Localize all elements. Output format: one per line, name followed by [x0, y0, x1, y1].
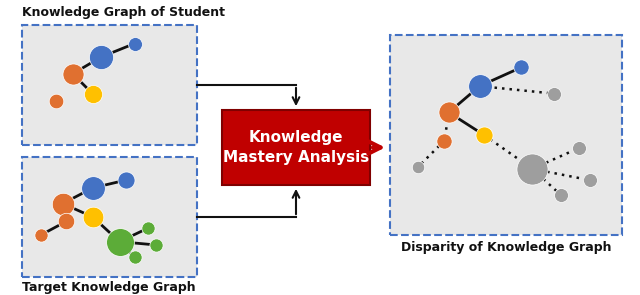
FancyBboxPatch shape: [22, 25, 197, 145]
Point: [151, 243, 161, 248]
Point: [549, 91, 559, 96]
Point: [527, 166, 538, 171]
Text: Target Knowledge Graph: Target Knowledge Graph: [22, 281, 196, 294]
Point: [88, 215, 98, 219]
FancyBboxPatch shape: [390, 35, 622, 235]
Point: [88, 186, 98, 190]
Point: [474, 84, 484, 88]
Point: [129, 255, 140, 260]
Point: [121, 178, 131, 182]
Text: Disparity of Knowledge Graph: Disparity of Knowledge Graph: [401, 241, 611, 254]
Point: [143, 226, 153, 231]
Point: [36, 232, 46, 237]
Point: [516, 65, 527, 70]
Point: [88, 92, 98, 96]
FancyBboxPatch shape: [22, 157, 197, 277]
Point: [115, 239, 125, 244]
Point: [68, 71, 78, 76]
Point: [479, 133, 489, 137]
Point: [444, 110, 454, 115]
Text: Knowledge Graph of Student: Knowledge Graph of Student: [22, 6, 225, 19]
Point: [584, 178, 595, 183]
Point: [58, 201, 68, 206]
Point: [413, 165, 423, 169]
Point: [61, 219, 71, 224]
Point: [439, 138, 449, 143]
FancyBboxPatch shape: [222, 110, 370, 185]
Point: [96, 55, 106, 59]
Point: [51, 98, 61, 103]
Point: [556, 193, 566, 198]
Point: [129, 41, 140, 46]
Point: [573, 146, 584, 150]
Text: Knowledge
Mastery Analysis: Knowledge Mastery Analysis: [223, 130, 369, 165]
